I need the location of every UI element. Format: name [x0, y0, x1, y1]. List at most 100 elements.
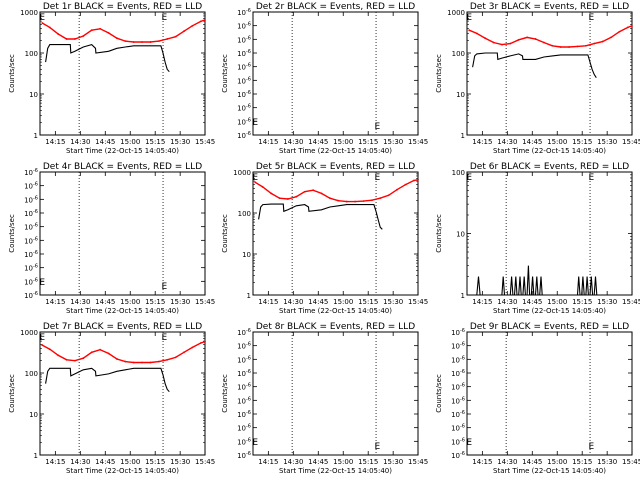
- x-axis-label: Start Time (22-Oct-15 14:05:40): [279, 307, 392, 315]
- y-tick-label: 10-6: [451, 424, 465, 433]
- y-axis-label: Counts/sec: [435, 54, 443, 93]
- x-axis-label: Start Time (22-Oct-15 14:05:40): [66, 147, 179, 155]
- lld-point: [295, 195, 298, 198]
- y-tick-label: 1: [461, 292, 465, 300]
- lld-point: [157, 40, 160, 43]
- lld-point: [337, 199, 340, 202]
- y-tick-label: 10-6: [237, 451, 251, 460]
- x-tick-label: 15:30: [597, 298, 617, 306]
- y-tick-label: 10-6: [24, 291, 38, 300]
- lld-point: [204, 19, 206, 21]
- x-tick-label: 15:45: [195, 138, 215, 146]
- x-tick-label: 15:30: [383, 138, 403, 146]
- lld-point: [183, 30, 185, 33]
- lld-point: [601, 40, 604, 43]
- y-axis-label: Counts/sec: [221, 54, 229, 93]
- y-tick-label: 10-6: [451, 437, 465, 446]
- chart-panel-6: Det 6r BLACK = Events, RED = LLD 1 10 100 14…: [435, 162, 640, 315]
- x-tick-label: 15:00: [547, 298, 567, 306]
- y-tick-label: 1: [247, 292, 251, 300]
- y-tick-label: 1: [34, 132, 38, 140]
- chart-title: Det 1r BLACK = Events, RED = LLD: [43, 2, 202, 12]
- lld-point: [132, 41, 135, 43]
- e-marker: E: [588, 13, 594, 23]
- lld-point: [626, 26, 629, 29]
- y-tick-label: 1: [34, 452, 38, 460]
- y-tick-label: 100: [25, 50, 38, 58]
- y-tick-label: 10-6: [237, 424, 251, 433]
- x-tick-label: 15:45: [195, 298, 215, 306]
- y-tick-label: 10: [29, 411, 38, 419]
- lld-point: [396, 188, 398, 191]
- plot-frame: [466, 331, 633, 456]
- lld-point: [593, 42, 596, 45]
- x-tick-label: 14:45: [95, 458, 115, 466]
- y-tick-label: 10-6: [24, 250, 38, 259]
- y-tick-label: 10-6: [237, 90, 251, 99]
- y-tick-label: 10-6: [237, 76, 251, 85]
- y-tick-label: 10-6: [451, 383, 465, 392]
- x-tick-label: 15:45: [408, 138, 428, 146]
- y-tick-label: 100: [238, 210, 251, 218]
- lld-point: [261, 186, 264, 188]
- lld-point: [404, 183, 407, 186]
- x-tick-label: 14:15: [472, 298, 492, 306]
- plot-frame: [39, 331, 206, 456]
- lld-point: [468, 29, 471, 32]
- y-tick-label: 100: [452, 169, 465, 177]
- x-tick-label: 15:15: [572, 298, 592, 306]
- lld-point: [107, 31, 110, 34]
- y-tick-label: 10-6: [237, 437, 251, 446]
- y-tick-label: 10-6: [451, 342, 465, 351]
- y-axis-label: Counts/sec: [221, 214, 229, 253]
- x-tick-label: 15:00: [333, 298, 353, 306]
- x-axis-label: Start Time (22-Oct-15 14:05:40): [66, 467, 179, 475]
- lld-point: [509, 42, 512, 45]
- x-tick-label: 15:00: [547, 138, 567, 146]
- lld-point: [141, 361, 143, 364]
- lld-point: [166, 38, 169, 40]
- lld-point: [542, 41, 545, 44]
- lld-point: [149, 41, 152, 43]
- e-marker: E: [252, 173, 258, 183]
- x-tick-label: 15:30: [597, 458, 617, 466]
- e-marker: E: [466, 13, 472, 23]
- lld-point: [501, 43, 503, 46]
- lld-point: [57, 354, 60, 357]
- e-marker: E: [161, 13, 167, 23]
- chart-panel-5: Det 5r BLACK = Events, RED = LLD 1 10 100 10…: [221, 162, 428, 315]
- y-tick-label: 1000: [447, 9, 465, 17]
- lld-point: [65, 358, 68, 361]
- chart-panel-3: Det 3r BLACK = Events, RED = LLD 1 10 100 10…: [435, 2, 640, 155]
- x-tick-label: 15:30: [170, 138, 190, 146]
- x-tick-label: 14:30: [283, 138, 303, 146]
- chart-panel-9: Det 9r BLACK = Events, RED = LLD 10-6 10-6…: [435, 322, 640, 475]
- lld-point: [610, 36, 612, 39]
- y-tick-label: 10-6: [237, 63, 251, 72]
- x-tick-label: 15:30: [597, 138, 617, 146]
- x-tick-label: 15:00: [120, 458, 140, 466]
- x-tick-label: 14:30: [497, 458, 517, 466]
- plot-frame: [466, 171, 633, 296]
- series-line-lld: [468, 25, 633, 48]
- lld-point: [618, 30, 621, 33]
- y-axis-label: Counts/sec: [435, 374, 443, 413]
- lld-point: [90, 29, 93, 32]
- x-tick-label: 15:30: [170, 458, 190, 466]
- x-tick-label: 14:15: [472, 458, 492, 466]
- e-marker: E: [39, 278, 45, 288]
- x-tick-label: 15:45: [622, 138, 640, 146]
- y-tick-label: 10-6: [237, 369, 251, 378]
- lld-point: [568, 46, 570, 48]
- lld-point: [82, 357, 85, 360]
- e-marker: E: [39, 333, 45, 343]
- chart-panel-4: Det 4r BLACK = Events, RED = LLD 10-6 10-6…: [8, 162, 215, 315]
- y-tick-label: 10-6: [237, 355, 251, 364]
- lld-point: [48, 348, 51, 351]
- lld-point: [124, 360, 127, 363]
- lld-point: [65, 38, 68, 40]
- x-tick-label: 15:45: [195, 458, 215, 466]
- x-tick-label: 15:00: [547, 458, 567, 466]
- x-tick-label: 15:00: [333, 138, 353, 146]
